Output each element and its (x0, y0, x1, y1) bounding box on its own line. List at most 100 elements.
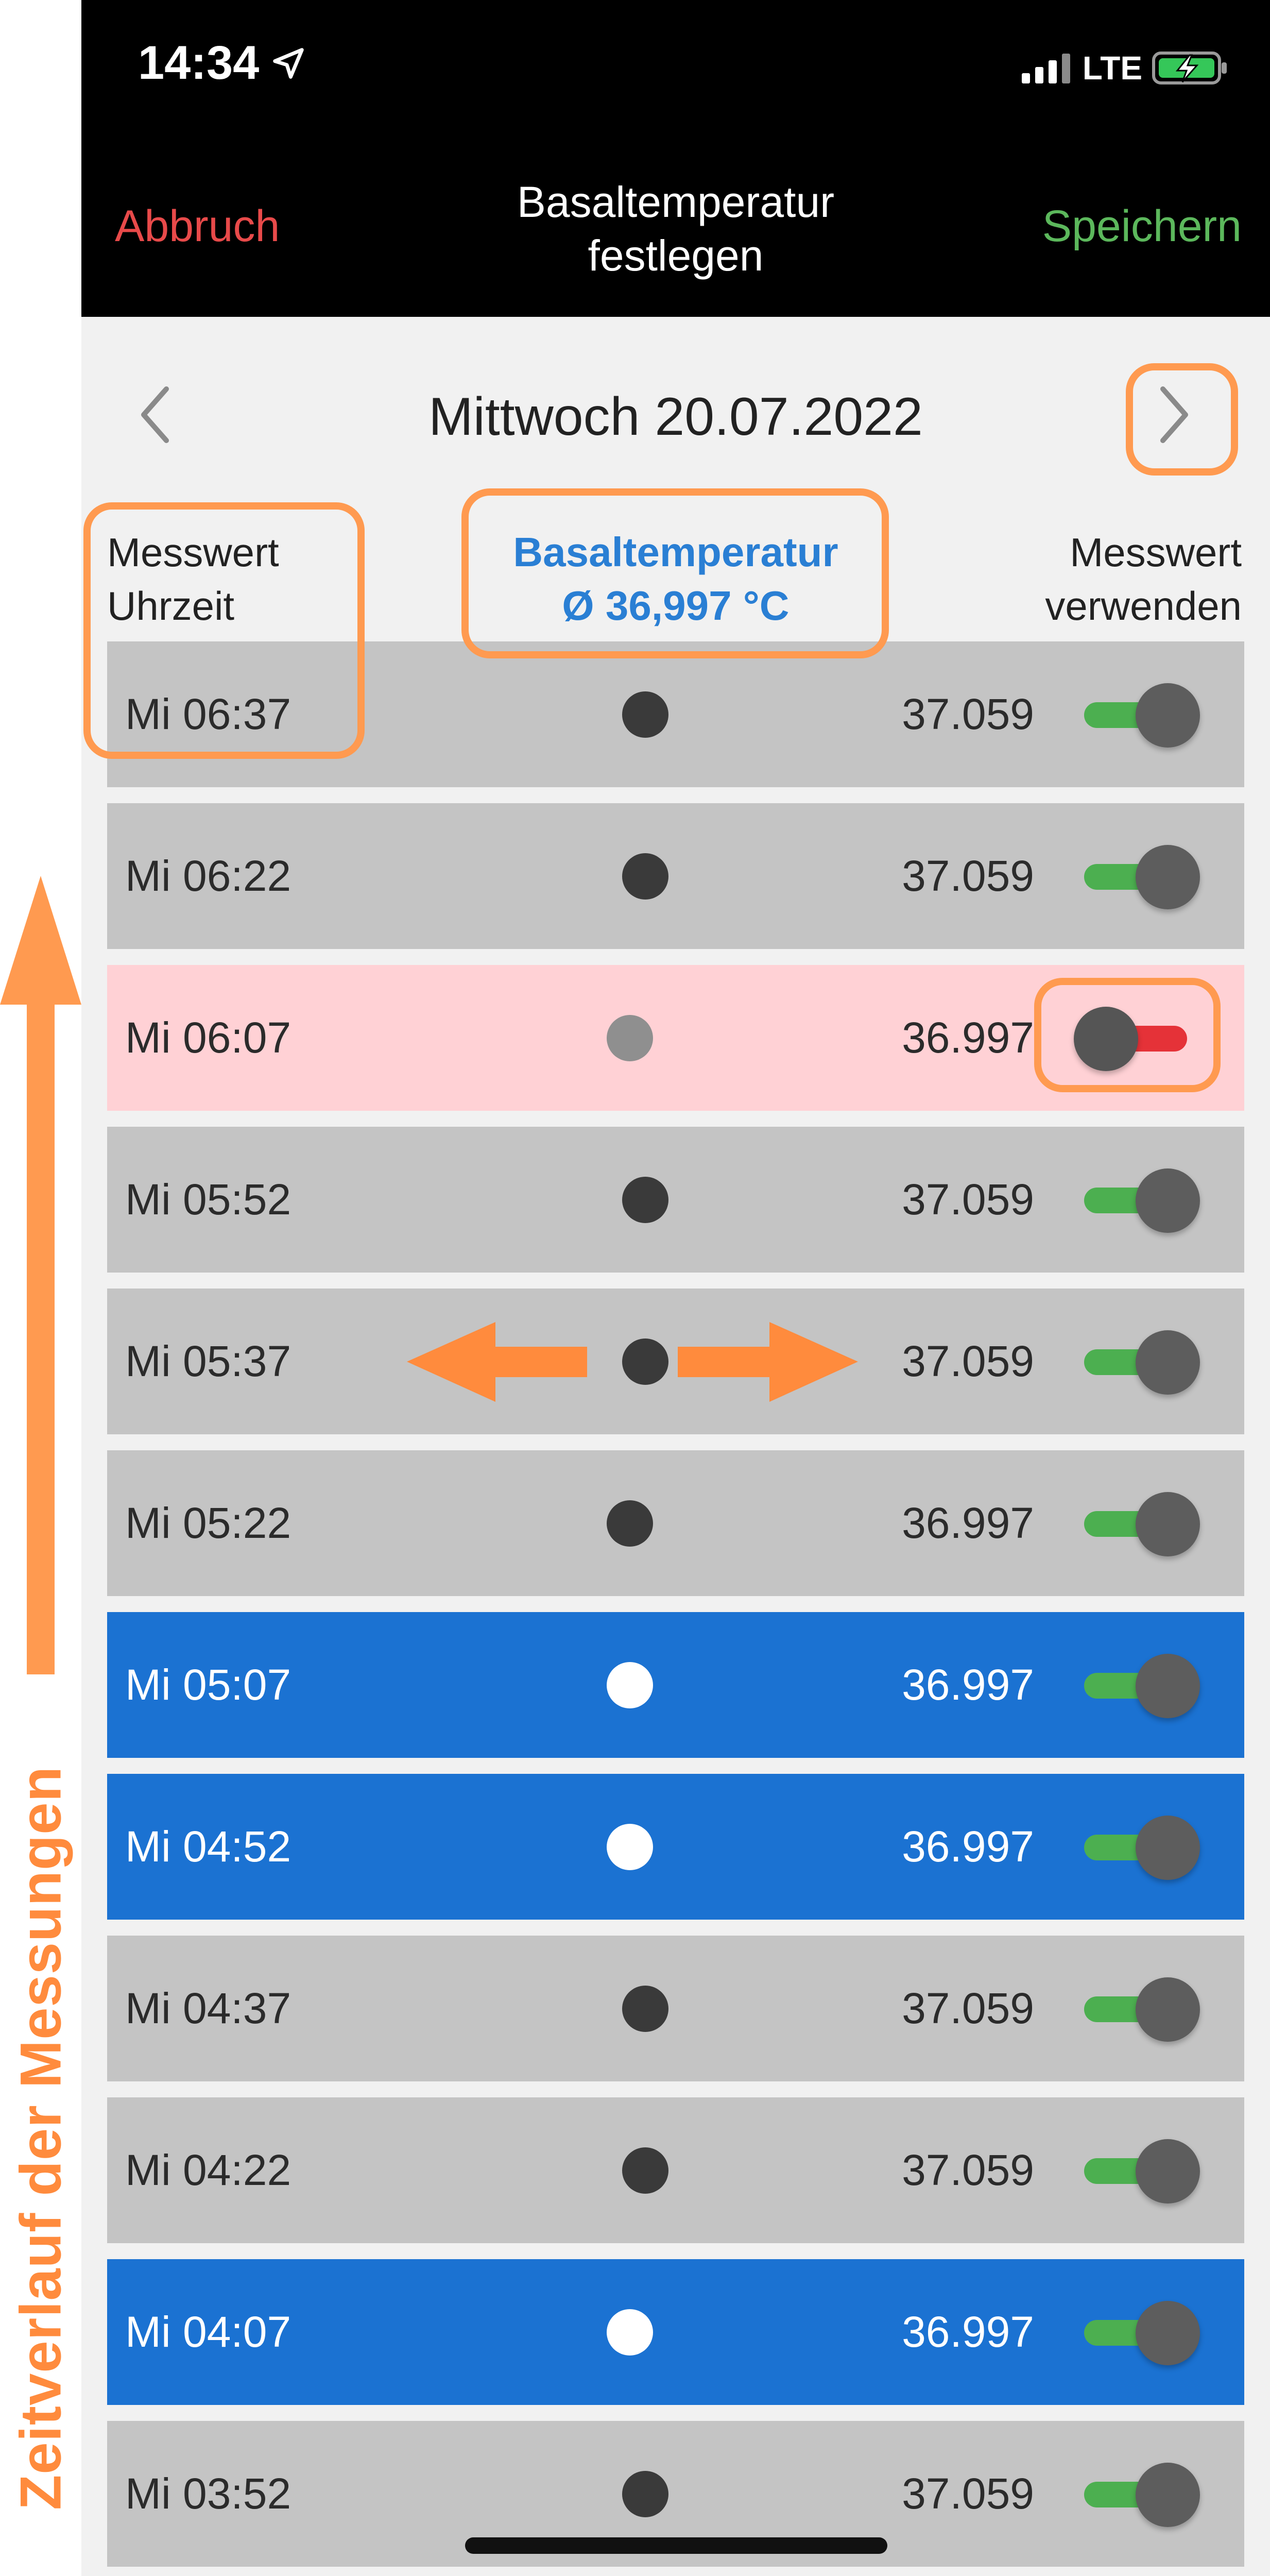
toggle-knob (1136, 845, 1200, 909)
measurement-value: 37.059 (902, 852, 1034, 900)
measurement-time: Mi 06:37 (125, 690, 291, 738)
measurement-value: 36.997 (902, 1660, 1034, 1709)
signal-bars-icon (1021, 54, 1070, 83)
use-measurement-toggle[interactable] (1084, 2139, 1200, 2204)
measurement-time: Mi 04:07 (125, 2308, 291, 2356)
measurement-row[interactable]: Mi 05:22 36.997 (107, 1450, 1244, 1596)
column-header-temperature: Basaltemperatur Ø 36,997 °C (470, 526, 882, 633)
measurement-row[interactable]: Mi 05:52 37.059 (107, 1127, 1244, 1273)
cancel-button[interactable]: Abbruch (115, 201, 280, 251)
use-measurement-toggle[interactable] (1084, 2301, 1200, 2365)
page-title: Basaltemperatur festlegen (470, 175, 882, 282)
home-indicator (465, 2537, 887, 2554)
temperature-dot-icon (622, 1338, 668, 1385)
column-header-use-line2: verwenden (1045, 583, 1242, 629)
measurement-time: Mi 05:37 (125, 1337, 291, 1385)
measurement-row[interactable]: Mi 05:07 36.997 (107, 1612, 1244, 1758)
measurement-value: 37.059 (902, 1337, 1034, 1385)
status-indicators: LTE (1021, 49, 1229, 87)
temperature-dot-icon (607, 1015, 653, 1061)
measurement-value: 36.997 (902, 2308, 1034, 2356)
measurement-time: Mi 06:22 (125, 852, 291, 900)
next-day-button[interactable] (1135, 376, 1212, 453)
measurement-value: 36.997 (902, 1822, 1034, 1871)
use-measurement-toggle[interactable] (1084, 845, 1200, 909)
measurement-row[interactable]: Mi 05:37 37.059 (107, 1289, 1244, 1434)
status-time-group: 14:34 (138, 36, 306, 90)
measurement-time: Mi 05:22 (125, 1499, 291, 1547)
previous-day-button[interactable] (117, 376, 195, 453)
use-measurement-toggle[interactable] (1084, 1977, 1200, 2042)
status-bar: 14:34 LTE (81, 0, 1270, 149)
temperature-dot-icon (622, 691, 668, 738)
column-header-use: Messwert verwenden (1045, 526, 1242, 633)
current-date: Mittwoch 20.07.2022 (428, 387, 923, 447)
date-navigation: Mittwoch 20.07.2022 (81, 355, 1270, 484)
nav-header: Abbruch Basaltemperatur festlegen Speich… (81, 149, 1270, 317)
page-title-line1: Basaltemperatur (517, 178, 835, 226)
network-label: LTE (1082, 49, 1142, 87)
column-header-time-line2: Uhrzeit (107, 583, 235, 629)
toggle-knob (1136, 2463, 1200, 2527)
toggle-knob (1136, 2301, 1200, 2365)
use-measurement-toggle[interactable] (1084, 1654, 1200, 1718)
use-measurement-toggle[interactable] (1084, 1330, 1200, 1395)
battery-charging-icon (1152, 52, 1227, 84)
location-arrow-icon (273, 47, 304, 79)
measurement-time: Mi 05:52 (125, 1175, 291, 1224)
measurement-time: Mi 03:52 (125, 2469, 291, 2518)
toggle-knob (1074, 1007, 1138, 1071)
page-title-line2: festlegen (588, 231, 764, 280)
measurement-row[interactable]: Mi 04:07 36.997 (107, 2259, 1244, 2405)
average-temperature: Ø 36,997 °C (562, 583, 790, 629)
temperature-dot-icon (622, 1177, 668, 1223)
toggle-knob (1136, 1977, 1200, 2042)
use-measurement-toggle[interactable] (1084, 683, 1200, 748)
temperature-dot-icon (607, 1500, 653, 1547)
use-measurement-toggle[interactable] (1084, 2463, 1200, 2527)
measurement-row[interactable]: Mi 04:37 37.059 (107, 1936, 1244, 2081)
use-measurement-toggle[interactable] (1074, 1007, 1187, 1071)
temperature-dot-icon (622, 2147, 668, 2194)
toggle-knob (1136, 1330, 1200, 1395)
chevron-left-icon (141, 386, 169, 443)
toggle-knob (1136, 1168, 1200, 1233)
toggle-knob (1136, 1492, 1200, 1556)
phone-screen: 14:34 LTE Abbruch Basaltemperat (81, 0, 1270, 2576)
use-measurement-toggle[interactable] (1084, 1168, 1200, 1233)
use-measurement-toggle[interactable] (1084, 1492, 1200, 1556)
measurement-list: Mi 06:37 37.059 Mi 06:22 37.059 Mi 06:07 36.9… (107, 641, 1244, 2576)
use-measurement-toggle[interactable] (1084, 1816, 1200, 1880)
column-header-use-line1: Messwert (1070, 530, 1242, 575)
timeline-up-arrow-icon (0, 876, 81, 1674)
temperature-dot-icon (622, 2471, 668, 2517)
temperature-dot-icon (622, 853, 668, 900)
toggle-knob (1136, 1816, 1200, 1880)
measurement-row[interactable]: Mi 06:07 36.997 (107, 965, 1244, 1111)
measurement-time: Mi 06:07 (125, 1013, 291, 1062)
measurement-value: 37.059 (902, 2469, 1034, 2518)
measurement-value: 36.997 (902, 1013, 1034, 1062)
toggle-knob (1136, 683, 1200, 748)
measurement-value: 37.059 (902, 690, 1034, 738)
measurement-value: 36.997 (902, 1499, 1034, 1547)
measurement-row[interactable]: Mi 04:52 36.997 (107, 1774, 1244, 1920)
column-header-time: Messwert Uhrzeit (107, 526, 279, 633)
toggle-knob (1136, 2139, 1200, 2204)
measurement-time: Mi 05:07 (125, 1660, 291, 1709)
temperature-dot-icon (607, 1824, 653, 1870)
toggle-knob (1136, 1654, 1200, 1718)
measurement-time: Mi 04:37 (125, 1984, 291, 2032)
measurement-time: Mi 04:52 (125, 1822, 291, 1871)
measurement-row[interactable]: Mi 06:22 37.059 (107, 803, 1244, 949)
save-button[interactable]: Speichern (1042, 201, 1242, 251)
measurement-value: 37.059 (902, 2146, 1034, 2194)
column-header-time-line1: Messwert (107, 530, 279, 575)
measurement-value: 37.059 (902, 1984, 1034, 2032)
temperature-dot-icon (622, 1986, 668, 2032)
measurement-time: Mi 04:22 (125, 2146, 291, 2194)
measurement-row[interactable]: Mi 04:22 37.059 (107, 2097, 1244, 2243)
measurement-row[interactable]: Mi 06:37 37.059 (107, 641, 1244, 787)
annotation-strip: Zeitverlauf der Messungen (0, 0, 81, 2576)
column-header-temperature-line1: Basaltemperatur (513, 529, 838, 575)
